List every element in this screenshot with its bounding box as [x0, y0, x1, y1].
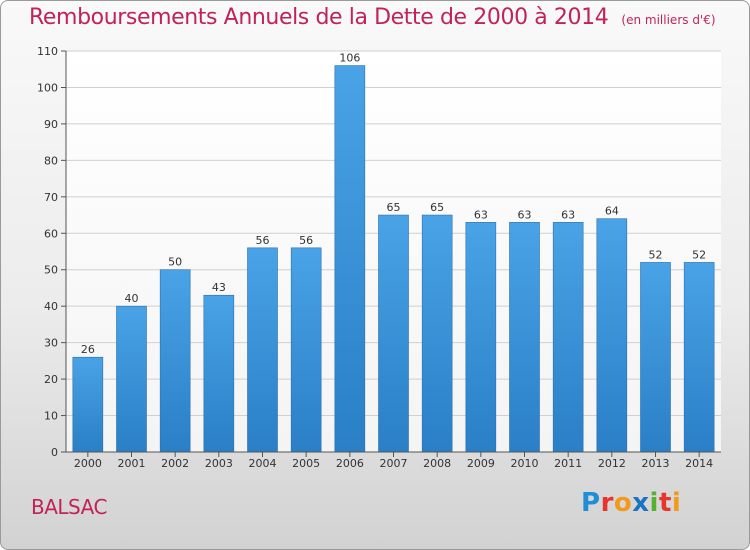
logo-letter: r — [600, 488, 614, 518]
x-tick-label: 2002 — [161, 457, 189, 470]
y-tick-label: 20 — [44, 373, 58, 386]
x-tick-label: 2008 — [423, 457, 451, 470]
value-label: 63 — [518, 208, 532, 221]
value-label: 106 — [339, 52, 360, 65]
value-label: 50 — [168, 256, 182, 269]
bar-2008 — [421, 214, 453, 453]
bar-2010 — [509, 222, 540, 453]
x-tick-label: 2013 — [642, 457, 670, 470]
bar-2000 — [72, 356, 104, 453]
y-axis: 0 10 20 30 40 50 60 70 80 90 100 110 — [37, 45, 67, 459]
logo-letter: i — [649, 488, 659, 518]
x-tick-label: 2011 — [554, 457, 582, 470]
y-tick-label: 40 — [44, 300, 58, 313]
value-label: 56 — [299, 234, 313, 247]
y-tick-label: 70 — [44, 191, 58, 204]
value-label: 63 — [561, 208, 575, 221]
y-tick-label: 100 — [37, 81, 58, 94]
bar-2001 — [116, 305, 147, 453]
y-tick-label: 0 — [51, 446, 58, 459]
x-tick-label: 2007 — [380, 457, 408, 470]
value-label: 65 — [430, 201, 444, 214]
x-tick-label: 2004 — [249, 457, 277, 470]
bar-2006 — [334, 65, 366, 453]
title-block: Remboursements Annuels de la Dette de 20… — [29, 5, 716, 30]
value-label: 52 — [649, 248, 663, 261]
y-tick-label: 80 — [44, 154, 58, 167]
x-tick-label: 2005 — [292, 457, 320, 470]
value-label: 52 — [692, 248, 706, 261]
x-tick-label: 2006 — [336, 457, 364, 470]
value-label: 64 — [605, 205, 619, 218]
x-tick-label: 2000 — [74, 457, 102, 470]
value-label: 26 — [81, 343, 95, 356]
bar-2013 — [640, 262, 671, 453]
value-label: 43 — [212, 281, 226, 294]
bar-2014 — [683, 262, 715, 453]
value-label: 56 — [256, 234, 270, 247]
bar-2002 — [159, 269, 191, 453]
bar-2012 — [596, 218, 628, 453]
logo-letter: t — [658, 488, 672, 518]
bar-2005 — [290, 247, 322, 453]
y-tick-label: 10 — [44, 410, 58, 423]
y-tick-label: 50 — [44, 264, 58, 277]
value-label: 40 — [125, 292, 139, 305]
x-tick-label: 2014 — [685, 457, 713, 470]
x-tick-label: 2010 — [511, 457, 539, 470]
bars — [72, 65, 715, 453]
proxiti-logo: Proxiti — [581, 488, 681, 518]
bar-2004 — [247, 247, 278, 453]
x-tick-label: 2012 — [598, 457, 626, 470]
x-tick-label: 2001 — [118, 457, 146, 470]
x-axis: 2000 2001 2002 2003 2004 2005 2006 2007 2008 2009… — [66, 451, 721, 470]
town-name: BALSAC — [31, 495, 107, 519]
bar-2009 — [465, 222, 497, 453]
bar-2007 — [378, 214, 409, 453]
y-tick-label: 30 — [44, 337, 58, 350]
x-tick-label: 2003 — [205, 457, 233, 470]
value-label: 65 — [387, 201, 401, 214]
bar-2011 — [552, 222, 584, 453]
value-label: 63 — [474, 208, 488, 221]
logo-letter: x — [632, 488, 650, 518]
value-labels: 26 40 50 43 56 56 106 65 65 63 63 63 64 52 52 — [81, 52, 706, 357]
y-tick-label: 90 — [44, 118, 58, 131]
logo-letter: P — [581, 488, 601, 518]
chart-subtitle: (en milliers d'€) — [621, 13, 716, 27]
y-tick-label: 110 — [37, 45, 58, 58]
y-tick-label: 60 — [44, 227, 58, 240]
chart-title: Remboursements Annuels de la Dette de 20… — [29, 5, 609, 30]
logo-letter: o — [613, 488, 633, 518]
x-tick-label: 2009 — [467, 457, 495, 470]
logo-letter: i — [671, 488, 682, 518]
bar-2003 — [203, 294, 235, 453]
